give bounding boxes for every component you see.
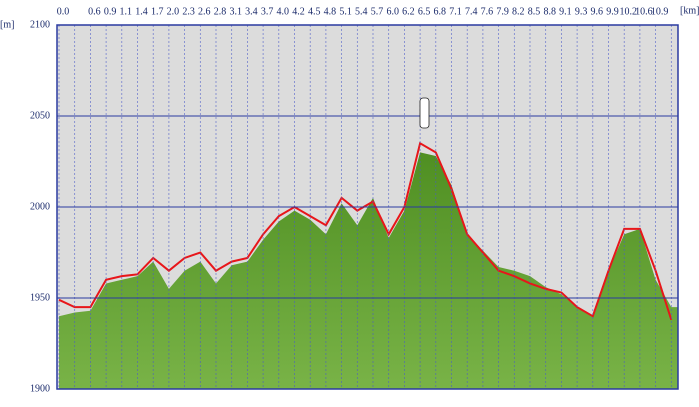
y-tick-label: 2000: [30, 201, 50, 212]
y-tick-label: 1900: [30, 383, 50, 394]
y-unit: [m]: [0, 19, 14, 30]
x-tick-label: 9.1: [559, 6, 572, 17]
x-tick-label: 1.1: [120, 6, 133, 17]
x-tick-label: 8.5: [528, 6, 541, 17]
x-tick-label: 10.6: [635, 6, 653, 17]
x-tick-label: 7.1: [449, 6, 462, 17]
x-tick-label: 0.9: [104, 6, 117, 17]
x-tick-label: 6.8: [434, 6, 447, 17]
x-tick-label: 3.1: [229, 6, 242, 17]
x-tick-label: 5.1: [339, 6, 352, 17]
x-tick-label: 9.3: [575, 6, 588, 17]
x-tick-label: 10.2: [619, 6, 637, 17]
x-tick-label: 2.0: [167, 6, 180, 17]
x-tick-label: 0.6: [88, 6, 101, 17]
elevation-area: [59, 152, 678, 389]
x-tick-label: 2.3: [182, 6, 195, 17]
x-tick-label: 7.6: [481, 6, 494, 17]
x-tick-label: 1.7: [151, 6, 164, 17]
x-tick-label: 9.9: [606, 6, 619, 17]
x-tick-label: 4.5: [308, 6, 321, 17]
y-tick-label: 2100: [30, 19, 50, 30]
y-tick-label: 2050: [30, 110, 50, 121]
x-tick-label: 3.4: [245, 6, 258, 17]
x-tick-label: 8.8: [543, 6, 556, 17]
x-tick-label: 4.2: [292, 6, 305, 17]
elevation-line: [58, 141, 673, 321]
x-tick-label: 2.8: [214, 6, 227, 17]
x-tick-label: 3.7: [261, 6, 274, 17]
plot-border: [56, 24, 679, 390]
x-tick-label: 4.0: [277, 6, 290, 17]
x-tick-label: 1.4: [135, 6, 148, 17]
x-tick-label: 6.5: [418, 6, 431, 17]
x-tick-label: 5.4: [355, 6, 368, 17]
x-tick-label: 6.0: [386, 6, 399, 17]
peak-marker: [419, 97, 430, 129]
x-tick-label: 7.4: [465, 6, 478, 17]
x-tick-label: 5.7: [371, 6, 384, 17]
x-tick-label: 10.9: [651, 6, 669, 17]
x-unit: [km]: [680, 5, 699, 16]
x-tick-label: 0.0: [57, 6, 70, 17]
y-tick-label: 1950: [30, 292, 50, 303]
x-tick-label: 7.9: [496, 6, 509, 17]
x-tick-label: 9.6: [591, 6, 604, 17]
x-tick-label: 2.6: [198, 6, 211, 17]
x-tick-label: 6.2: [402, 6, 415, 17]
x-tick-label: 8.2: [512, 6, 525, 17]
peak-marker-box: [419, 97, 430, 129]
x-tick-label: 4.8: [324, 6, 337, 17]
